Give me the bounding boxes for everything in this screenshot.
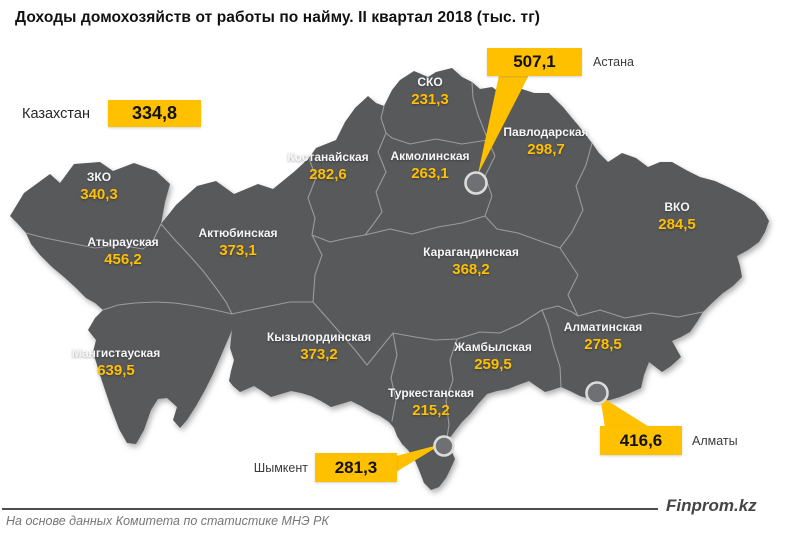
astana-label: Астана bbox=[593, 55, 634, 69]
kazakhstan-value-box: 334,8 bbox=[108, 100, 201, 127]
astana-marker bbox=[464, 171, 488, 195]
kazakhstan-map-silhouette bbox=[10, 68, 769, 490]
brand-logo: Finprom.kz bbox=[666, 496, 757, 515]
almaty-callout-pointer bbox=[600, 396, 651, 428]
kazakhstan-label: Казахстан bbox=[22, 106, 90, 122]
shymkent-value-box: 281,3 bbox=[315, 453, 397, 482]
source-note: На основе данных Комитета по статистике … bbox=[6, 514, 329, 528]
almaty-value-box: 416,6 bbox=[600, 426, 682, 455]
astana-value-box: 507,1 bbox=[487, 48, 582, 76]
shymkent-callout-pointer bbox=[396, 444, 442, 472]
page-title: Доходы домохозяйств от работы по найму. … bbox=[15, 9, 541, 26]
astana-callout-pointer bbox=[478, 75, 529, 174]
shymkent-value: 281,3 bbox=[334, 458, 378, 477]
footer-divider bbox=[2, 508, 658, 510]
almaty-value: 416,6 bbox=[619, 431, 663, 450]
shymkent-marker bbox=[433, 435, 455, 457]
shymkent-label: Шымкент bbox=[253, 461, 308, 475]
almaty-marker bbox=[585, 381, 609, 405]
astana-value: 507,1 bbox=[513, 52, 556, 71]
kazakhstan-value: 334,8 bbox=[131, 103, 178, 123]
almaty-label: Алматы bbox=[692, 434, 738, 448]
